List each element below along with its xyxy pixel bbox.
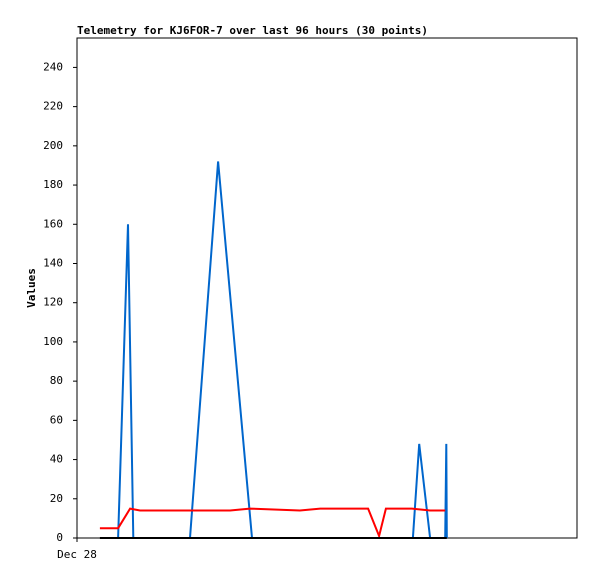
x-tick-label: Dec 28 xyxy=(57,548,97,561)
series-line xyxy=(99,507,446,540)
y-tick-label: 40 xyxy=(50,453,63,466)
y-tick-label: 80 xyxy=(50,374,63,387)
y-tick-label: 120 xyxy=(43,296,63,309)
y-tick-label: 60 xyxy=(50,413,63,426)
y-tick-label: 160 xyxy=(43,217,63,230)
y-tick-label: 0 xyxy=(56,531,63,544)
y-axis-label: Values xyxy=(25,268,38,308)
y-tick-label: 140 xyxy=(43,256,63,269)
y-tick-label: 220 xyxy=(43,100,63,113)
chart-title: Telemetry for KJ6FOR-7 over last 96 hour… xyxy=(77,24,428,37)
y-tick-label: 100 xyxy=(43,335,63,348)
y-tick-label: 240 xyxy=(43,60,63,73)
y-tick-label: 20 xyxy=(50,492,63,505)
y-tick-label: 180 xyxy=(43,178,63,191)
y-tick-label: 200 xyxy=(43,139,63,152)
